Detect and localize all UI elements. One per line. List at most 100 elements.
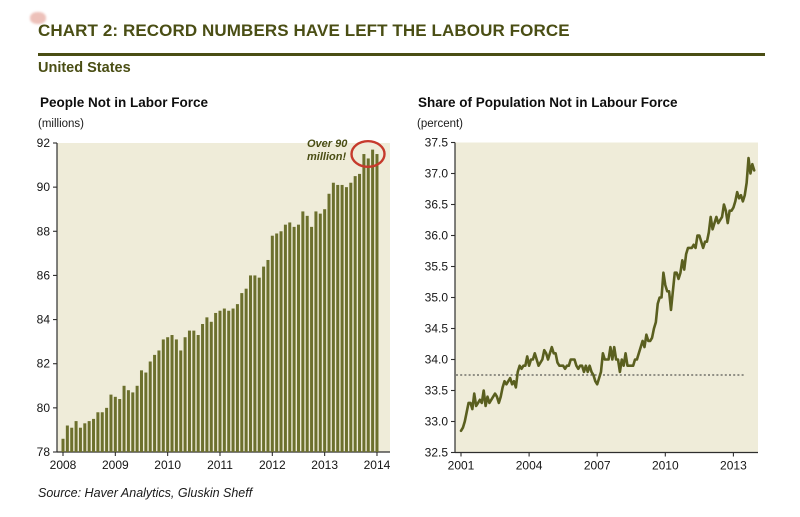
x-tick-label: 2013 bbox=[720, 459, 747, 473]
bar bbox=[375, 154, 379, 452]
y-tick-label: 35.5 bbox=[425, 260, 449, 274]
bar-series bbox=[61, 149, 379, 453]
bar bbox=[139, 370, 143, 452]
bar bbox=[244, 288, 248, 452]
y-tick-label: 34.0 bbox=[425, 353, 449, 367]
record-annotation-line1: Over 90 bbox=[307, 138, 348, 150]
page-title: CHART 2: RECORD NUMBERS HAVE LEFT THE LA… bbox=[38, 21, 570, 40]
bar bbox=[122, 385, 126, 452]
bar bbox=[257, 277, 261, 452]
bar bbox=[148, 361, 152, 452]
bar bbox=[65, 425, 69, 452]
bar bbox=[105, 407, 109, 452]
y-tick-label: 33.5 bbox=[425, 384, 449, 398]
plot-background bbox=[455, 142, 758, 453]
page-subtitle: United States bbox=[38, 60, 131, 76]
bar bbox=[231, 308, 235, 452]
bar bbox=[253, 275, 257, 452]
bar bbox=[201, 323, 205, 452]
x-tick-label: 2010 bbox=[154, 458, 181, 472]
y-tick-label: 80 bbox=[37, 401, 51, 415]
x-tick-label: 2013 bbox=[311, 458, 338, 472]
y-tick-label: 92 bbox=[37, 138, 51, 150]
bar bbox=[275, 233, 279, 452]
bar bbox=[288, 222, 292, 452]
line-chart-plot: 37.5 37.0 36.5 36.0 35.5 35.0 34.5 34.0 33.5 33.0… bbox=[425, 138, 758, 473]
bar bbox=[362, 154, 366, 452]
x-tick-label: 2010 bbox=[652, 459, 679, 473]
bar bbox=[266, 259, 270, 452]
bar bbox=[371, 149, 375, 452]
bar bbox=[126, 390, 130, 452]
line-chart-panel: Share of Population Not in Labour Force … bbox=[400, 95, 790, 495]
bar bbox=[331, 182, 335, 453]
x-tick-label: 2014 bbox=[364, 458, 391, 472]
bar bbox=[336, 184, 340, 452]
bar bbox=[323, 209, 327, 452]
bar bbox=[187, 330, 191, 452]
bar bbox=[310, 226, 314, 452]
bar bbox=[283, 224, 287, 452]
bar bbox=[214, 312, 218, 452]
bar bbox=[227, 310, 231, 452]
bar bbox=[218, 310, 222, 452]
bar bbox=[118, 399, 122, 452]
bar bbox=[166, 337, 170, 452]
y-tick-label: 37.0 bbox=[425, 167, 449, 181]
y-tick-label: 35.0 bbox=[425, 291, 449, 305]
bar bbox=[161, 339, 165, 452]
x-axis: 2008 2009 2010 2011 2012 2013 2014 bbox=[50, 452, 391, 472]
y-tick-label: 36.0 bbox=[425, 229, 449, 243]
bar bbox=[249, 275, 253, 452]
x-tick-label: 2011 bbox=[207, 458, 233, 472]
bar bbox=[340, 184, 344, 452]
line-chart-unit-label: (percent) bbox=[417, 118, 464, 130]
bar bbox=[314, 211, 318, 452]
y-tick-label: 37.5 bbox=[425, 138, 449, 150]
title-divider bbox=[38, 53, 765, 56]
y-tick-label: 90 bbox=[37, 180, 51, 194]
x-tick-label: 2012 bbox=[259, 458, 286, 472]
x-tick-label: 2009 bbox=[102, 458, 129, 472]
bar-chart-panel: People Not in Labor Force (millions) 92 9… bbox=[20, 95, 410, 495]
bar bbox=[209, 321, 213, 452]
bar bbox=[205, 317, 209, 452]
y-tick-label: 84 bbox=[37, 313, 51, 327]
bar bbox=[61, 438, 65, 452]
x-tick-label: 2007 bbox=[584, 459, 611, 473]
bar bbox=[262, 266, 266, 452]
bar bbox=[222, 308, 226, 452]
bar bbox=[358, 173, 362, 452]
line-chart-title: Share of Population Not in Labour Force bbox=[418, 95, 678, 110]
bar bbox=[74, 421, 78, 452]
bar bbox=[87, 421, 91, 452]
bar bbox=[135, 385, 139, 452]
bar-chart-unit-label: (millions) bbox=[38, 118, 84, 130]
bar bbox=[153, 354, 157, 452]
bar bbox=[196, 335, 200, 452]
record-highlight-circle bbox=[350, 139, 386, 169]
bar bbox=[349, 182, 353, 453]
bar bbox=[131, 392, 135, 452]
bar bbox=[179, 350, 183, 452]
record-annotation-line2: million! bbox=[307, 151, 347, 163]
bar-chart-title: People Not in Labor Force bbox=[40, 95, 209, 110]
y-tick-label: 82 bbox=[37, 357, 51, 371]
bar bbox=[296, 224, 300, 452]
bar bbox=[192, 330, 196, 452]
y-tick-label: 34.5 bbox=[425, 322, 449, 336]
bar bbox=[305, 215, 309, 452]
bar bbox=[96, 412, 100, 452]
bar bbox=[279, 231, 283, 452]
bar bbox=[100, 412, 104, 452]
bar bbox=[70, 427, 74, 452]
source-note: Source: Haver Analytics, Gluskin Sheff bbox=[38, 486, 253, 500]
y-axis: 92 90 88 86 84 82 80 78 bbox=[37, 138, 57, 459]
x-axis: 2001 2004 2007 2010 2013 bbox=[448, 452, 747, 473]
bar bbox=[301, 211, 305, 452]
bar bbox=[92, 418, 96, 452]
bar bbox=[78, 427, 82, 452]
bar bbox=[144, 372, 148, 452]
bar bbox=[366, 158, 370, 452]
